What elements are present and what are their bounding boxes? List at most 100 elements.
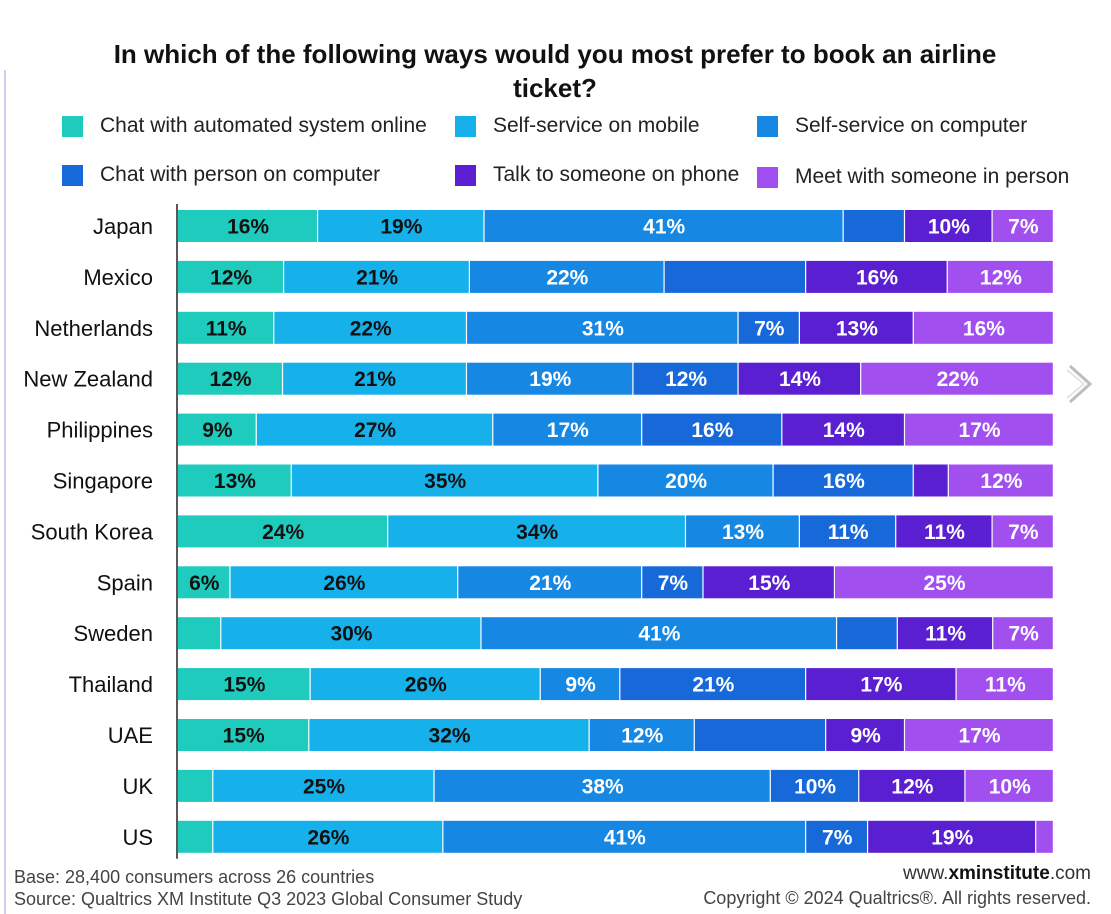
data-label: 12% [980,266,1022,289]
bar-segment [799,515,896,548]
data-label: 20% [665,470,707,493]
legend-label: Chat with person on computer [100,163,381,186]
bar-segment [897,617,993,650]
bar-segment [861,362,1053,395]
bar-segment [178,311,274,344]
data-label: 11% [985,674,1026,697]
footer-site-suffix: .com [1049,863,1091,884]
data-label: 16% [856,266,898,289]
data-label: 21% [529,572,571,595]
data-label: 7% [1008,521,1039,544]
bar-segment [905,210,992,242]
data-label: 35% [424,470,466,493]
category-label: Netherlands [34,316,153,341]
bar-segment [283,362,466,395]
bar-segment [309,719,589,751]
bar-segment [178,362,282,395]
bar-segment [589,719,694,751]
bar-segment [540,668,620,701]
bar-segment [703,566,834,599]
category-label: UK [122,774,153,799]
bar-segment [773,464,913,497]
bar-segment [291,464,598,497]
bar-segment [947,260,1053,293]
data-label: 9% [850,725,881,748]
legend-swatch [455,164,476,186]
bar-segment [738,311,799,344]
bar-segment [868,820,1036,853]
bar-segment [965,769,1053,802]
footer-notes: Base: 28,400 consumers across 26 countri… [14,866,522,910]
data-label: 17% [959,725,1001,748]
bar-segment [470,260,664,293]
legend-item: Chat with automated system online [62,114,427,138]
bar-segment [481,617,836,650]
data-label: 25% [303,775,345,798]
bar-segment [948,464,1053,497]
bar-segment [178,515,388,548]
bar-segment [434,769,770,802]
bar-segment [896,515,992,548]
bar-segment [642,566,703,599]
footer-source: Source: Qualtrics XM Institute Q3 2023 G… [14,889,523,909]
data-label: 19% [380,216,422,239]
data-label: 17% [547,419,589,442]
bar-segment [799,311,913,344]
bar-segment [178,617,221,650]
category-label: Mexico [83,265,153,290]
bar-segment [913,311,1053,344]
bar-segment [806,668,956,701]
data-label: 22% [350,317,392,340]
legend-label: Meet with someone in person [795,165,1070,188]
category-label: Spain [97,570,153,595]
legend-swatch [62,115,83,137]
data-label: 12% [621,725,663,748]
bar-segment [905,413,1053,446]
data-label: 11% [925,623,966,646]
data-label: 15% [223,674,265,697]
data-label: 12% [891,775,933,798]
footer-credits: www.xminstitute.com Copyright © 2024 Qua… [703,862,1091,910]
bar-segment [310,668,540,701]
legend-swatch [757,115,778,137]
data-label: 15% [748,572,790,595]
data-label: 12% [665,368,707,391]
bar-segment [837,617,897,650]
data-label: 41% [638,623,680,646]
page-left-rule [4,70,6,914]
bar-segment [274,311,466,344]
data-label: 14% [823,419,865,442]
bar-segment [318,210,484,242]
chevron-right-icon[interactable] [1062,362,1096,406]
legend-item: Chat with person on computer [62,163,380,187]
legend-label: Talk to someone on phone [493,163,740,186]
data-label: 16% [823,470,865,493]
bar-segment [213,820,443,853]
footer-site-link[interactable]: www.xminstitute.com [703,862,1091,886]
bar-segment [178,210,317,242]
data-label: 13% [214,470,256,493]
bar-segment [826,719,904,751]
bar-segment [913,464,948,497]
bar-segment [642,413,782,446]
bar-segment [230,566,458,599]
category-label: New Zealand [23,367,153,392]
bar-segment [806,260,947,293]
data-label: 7% [1008,623,1039,646]
data-label: 30% [330,623,372,646]
category-label: US [122,825,153,850]
data-label: 26% [405,674,447,697]
bar-segment [1036,820,1053,853]
bar-segment [806,820,867,853]
data-label: 22% [546,266,588,289]
bar-segment [905,719,1053,751]
bar-segment [992,515,1053,548]
bar-segment [178,820,213,853]
category-label: Thailand [69,672,153,697]
footer-base: Base: 28,400 consumers across 26 countri… [14,867,375,887]
data-label: 21% [692,674,734,697]
data-label: 11% [828,521,869,544]
bar-segment [664,260,806,293]
data-label: 26% [307,826,349,849]
bar-segment [178,566,230,599]
